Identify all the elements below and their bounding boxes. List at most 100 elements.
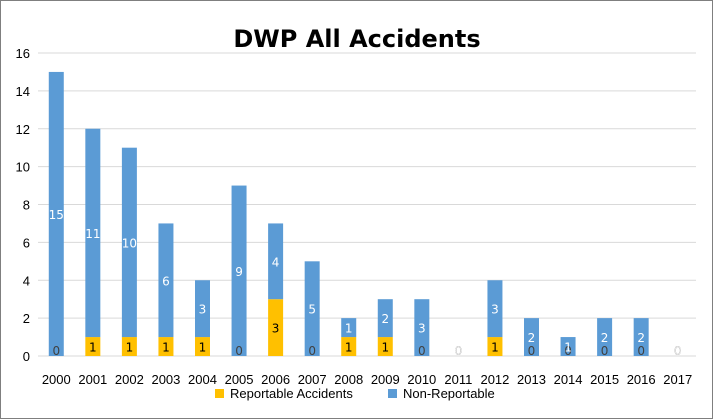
data-label-reportable: 0 xyxy=(674,344,682,358)
data-label-non-reportable: 0 xyxy=(455,344,463,358)
y-tick-label: 14 xyxy=(16,84,30,99)
data-label-non-reportable: 2 xyxy=(381,312,389,326)
bar-reportable xyxy=(121,337,137,356)
data-label-non-reportable: 9 xyxy=(235,265,243,279)
bar-non-reportable xyxy=(524,318,539,356)
data-label-non-reportable: 10 xyxy=(122,236,137,250)
data-label-non-reportable: 15 xyxy=(49,208,64,222)
y-tick-label: 0 xyxy=(23,349,30,364)
y-tick-label: 6 xyxy=(23,235,30,250)
data-label-reportable: 0 xyxy=(52,344,60,358)
data-label-reportable: 0 xyxy=(564,344,572,358)
data-label-reportable: 3 xyxy=(272,322,280,336)
data-label-reportable: 0 xyxy=(601,344,609,358)
chart-title: DWP All Accidents xyxy=(233,25,480,53)
data-label-non-reportable: 3 xyxy=(199,303,207,317)
data-label-reportable: 0 xyxy=(455,344,463,358)
bar-non-reportable xyxy=(414,299,430,356)
legend-swatch-reportable xyxy=(215,389,224,398)
x-tick-label: 2013 xyxy=(517,372,546,387)
x-tick-label: 2008 xyxy=(334,372,363,387)
data-label-non-reportable: 4 xyxy=(272,255,280,269)
y-tick-label: 16 xyxy=(16,46,30,61)
legend-label-non-reportable: Non-Reportable xyxy=(403,386,495,401)
x-tick-label: 2001 xyxy=(78,372,107,387)
y-tick-label: 10 xyxy=(16,160,30,175)
gridlines xyxy=(38,52,696,357)
x-tick-label: 2012 xyxy=(480,372,509,387)
data-label-non-reportable: 5 xyxy=(308,303,316,317)
bar-reportable xyxy=(487,337,503,356)
x-tick-label: 2004 xyxy=(188,372,217,387)
bar-non-reportable xyxy=(231,185,247,356)
bar-non-reportable xyxy=(268,223,284,300)
bar-reportable xyxy=(158,337,174,356)
y-tick-label: 12 xyxy=(16,122,30,137)
bar-non-reportable xyxy=(597,318,613,356)
bar-reportable xyxy=(341,337,357,356)
legend-swatch-non-reportable xyxy=(388,389,397,398)
data-label-reportable: 1 xyxy=(89,341,97,355)
data-label-reportable: 1 xyxy=(345,341,353,355)
x-tick-label: 2010 xyxy=(407,372,436,387)
x-tick-label: 2015 xyxy=(590,372,619,387)
bar-non-reportable xyxy=(377,299,393,338)
x-tick-label: 2007 xyxy=(298,372,327,387)
data-label-non-reportable: 6 xyxy=(162,274,170,288)
data-label-reportable: 1 xyxy=(162,341,170,355)
bar-reportable xyxy=(268,299,284,356)
y-tick-label: 2 xyxy=(23,311,30,326)
bar-non-reportable xyxy=(195,280,210,338)
y-tick-label: 4 xyxy=(23,273,30,288)
data-label-non-reportable: 1 xyxy=(345,322,353,336)
data-label-non-reportable: 1 xyxy=(564,341,572,355)
data-label-reportable: 1 xyxy=(126,341,134,355)
bar-non-reportable xyxy=(48,71,64,356)
data-label-reportable: 1 xyxy=(381,341,389,355)
x-tick-label: 2005 xyxy=(225,372,254,387)
x-axis-ticks: 2000 2001 2002 2003 2004 2005 2006 2007 2008 2009… xyxy=(42,372,692,387)
y-tick-label: 8 xyxy=(23,198,30,213)
bars xyxy=(48,71,649,356)
bar-non-reportable xyxy=(341,318,357,338)
x-tick-label: 2011 xyxy=(444,372,472,387)
y-axis-ticks: 0 2 4 6 8 10 12 14 16 xyxy=(16,46,30,364)
data-label-non-reportable: 3 xyxy=(491,303,499,317)
bar-non-reportable xyxy=(85,128,101,338)
bar-non-reportable xyxy=(304,261,320,356)
bar-non-reportable xyxy=(121,147,137,338)
bar-non-reportable xyxy=(158,223,174,338)
x-tick-label: 2000 xyxy=(42,372,71,387)
data-label-non-reportable: 3 xyxy=(418,322,426,336)
legend: Reportable Accidents Non-Reportable xyxy=(215,386,495,401)
data-label-non-reportable: 2 xyxy=(637,331,645,345)
data-label-non-reportable: 2 xyxy=(528,331,536,345)
x-tick-label: 2006 xyxy=(261,372,290,387)
data-label-reportable: 0 xyxy=(528,344,536,358)
data-label-reportable: 1 xyxy=(199,341,207,355)
data-label-reportable: 0 xyxy=(308,344,316,358)
data-label-non-reportable: 0 xyxy=(674,344,682,358)
x-tick-label: 2009 xyxy=(371,372,400,387)
x-tick-label: 2014 xyxy=(554,372,583,387)
legend-label-reportable: Reportable Accidents xyxy=(230,386,353,401)
bar-reportable xyxy=(377,337,393,356)
data-label-reportable: 1 xyxy=(491,341,499,355)
data-label-reportable: 0 xyxy=(637,344,645,358)
bar-reportable xyxy=(195,337,210,356)
data-label-non-reportable: 11 xyxy=(85,227,100,241)
bar-non-reportable xyxy=(487,280,503,338)
data-label-reportable: 0 xyxy=(418,344,426,358)
bar-reportable xyxy=(85,337,101,356)
data-label-non-reportable: 2 xyxy=(601,331,609,345)
x-tick-label: 2002 xyxy=(115,372,144,387)
x-tick-label: 2017 xyxy=(663,372,692,387)
bar-non-reportable xyxy=(560,337,576,356)
bar-non-reportable xyxy=(633,318,649,356)
data-label-reportable: 0 xyxy=(235,344,243,358)
x-tick-label: 2016 xyxy=(627,372,656,387)
x-tick-label: 2003 xyxy=(151,372,180,387)
